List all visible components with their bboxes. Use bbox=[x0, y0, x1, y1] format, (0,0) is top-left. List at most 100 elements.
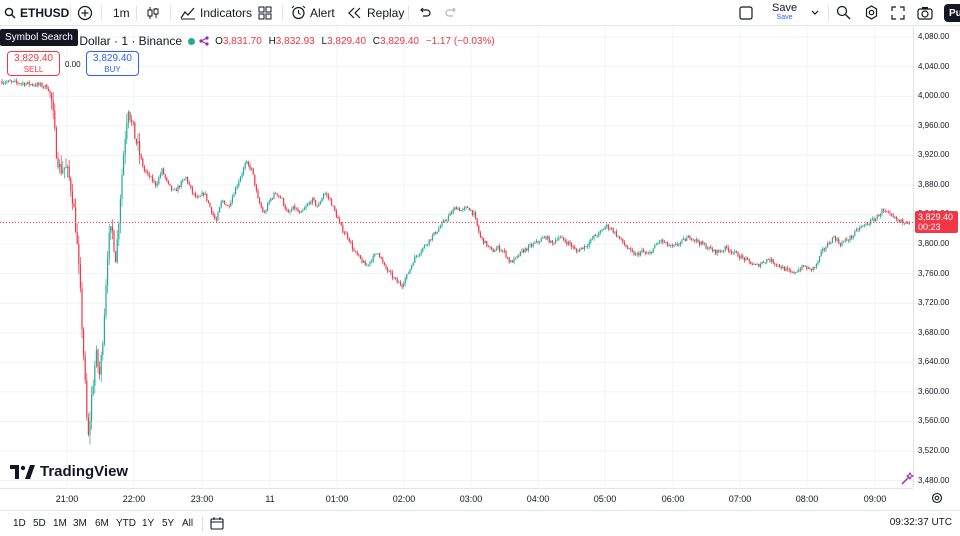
buy-button[interactable]: 3,829.40 BUY bbox=[86, 51, 139, 76]
interval-button[interactable]: 1m bbox=[113, 5, 130, 20]
candle-body bbox=[239, 177, 241, 182]
candle-body bbox=[41, 83, 43, 87]
tradingview-logo[interactable]: TradingView bbox=[10, 463, 128, 480]
time-tick: 02:00 bbox=[392, 494, 416, 504]
snapshot-button[interactable] bbox=[917, 0, 933, 26]
candle-body bbox=[836, 239, 838, 241]
current-price: 3,829.40 bbox=[918, 212, 954, 222]
settings-button[interactable] bbox=[864, 0, 879, 26]
range-button-all[interactable]: All bbox=[182, 518, 194, 529]
range-button-1d[interactable]: 1D bbox=[13, 518, 26, 529]
date-range-calendar-icon[interactable] bbox=[210, 517, 224, 530]
time-axis[interactable]: 21:00 22:00 23:00 11 01:00 02:00 03:00 04:00 05:… bbox=[0, 488, 913, 510]
candle-body bbox=[599, 231, 601, 233]
candle-body bbox=[811, 268, 813, 270]
range-button-5d[interactable]: 5D bbox=[33, 518, 46, 529]
price-chart[interactable] bbox=[0, 26, 913, 488]
candle-body bbox=[902, 219, 904, 224]
candle-body bbox=[169, 183, 171, 186]
magic-wand-icon[interactable] bbox=[899, 471, 915, 487]
share-icon[interactable] bbox=[199, 36, 209, 46]
candle-body bbox=[177, 186, 179, 192]
range-button-1y[interactable]: 1Y bbox=[142, 518, 155, 529]
candle-body bbox=[175, 189, 177, 192]
templates-button[interactable] bbox=[258, 0, 272, 26]
gear-icon[interactable] bbox=[931, 492, 943, 504]
candle-body bbox=[230, 202, 232, 207]
candle-body bbox=[558, 237, 560, 240]
save-menu-button[interactable] bbox=[810, 0, 820, 26]
publish-button[interactable]: Pu bbox=[944, 4, 960, 22]
time-tick: 04:00 bbox=[526, 494, 550, 504]
candle-body bbox=[393, 277, 395, 279]
range-button-5y[interactable]: 5Y bbox=[162, 518, 175, 529]
candle-body bbox=[875, 218, 877, 222]
fullscreen-button[interactable] bbox=[891, 0, 905, 26]
time-tick: 05:00 bbox=[593, 494, 617, 504]
candle-body bbox=[873, 218, 875, 222]
layout-button[interactable] bbox=[739, 0, 753, 26]
candle-body bbox=[876, 215, 878, 219]
range-button-6m[interactable]: 6M bbox=[95, 518, 109, 529]
candle-body bbox=[27, 81, 29, 84]
redo-button[interactable] bbox=[445, 0, 458, 26]
time-tick: 11 bbox=[265, 494, 275, 504]
zoom-search-icon bbox=[836, 5, 851, 20]
candle-body bbox=[423, 245, 425, 248]
price-tick: 3,880.00 bbox=[918, 179, 950, 189]
candle-body bbox=[686, 237, 688, 241]
undo-button[interactable] bbox=[418, 0, 431, 26]
candle-body bbox=[220, 201, 222, 208]
candle-body bbox=[553, 242, 555, 244]
alert-button[interactable]: Alert bbox=[291, 0, 335, 26]
indicators-button[interactable]: Indicators bbox=[180, 0, 252, 26]
chart-type-button[interactable] bbox=[146, 0, 160, 26]
candle-body bbox=[462, 209, 464, 211]
candle-body bbox=[694, 239, 696, 241]
candle-body bbox=[20, 83, 22, 85]
candle-body bbox=[767, 259, 769, 260]
compare-symbol-button[interactable] bbox=[77, 0, 93, 26]
save-button[interactable]: Save Save bbox=[772, 0, 797, 26]
candle-body bbox=[414, 256, 416, 263]
candle-body bbox=[38, 83, 40, 85]
gear-icon bbox=[865, 5, 878, 20]
candle-body bbox=[454, 207, 456, 210]
candle-body bbox=[905, 222, 907, 224]
symbol-search-button[interactable]: ETHUSD bbox=[4, 0, 69, 26]
candle-body bbox=[91, 394, 93, 421]
candle-body bbox=[415, 256, 417, 257]
candle-body bbox=[721, 250, 723, 253]
time-tick: 03:00 bbox=[459, 494, 483, 504]
price-scale[interactable]: 4,080.00 4,040.00 4,000.00 3,960.00 3,920.00… bbox=[913, 26, 960, 488]
divider bbox=[828, 5, 829, 21]
candle-body bbox=[412, 262, 414, 266]
candle-body bbox=[238, 181, 240, 186]
candle-body bbox=[574, 247, 576, 250]
candle-body bbox=[147, 171, 149, 173]
range-button-3m[interactable]: 3M bbox=[73, 518, 87, 529]
candle-body bbox=[187, 177, 189, 183]
candle-body bbox=[835, 236, 837, 241]
quick-search-button[interactable] bbox=[836, 0, 851, 26]
candle-body bbox=[286, 208, 288, 211]
candle-body bbox=[377, 253, 379, 255]
sell-button[interactable]: 3,829.40 SELL bbox=[7, 51, 60, 76]
candle-body bbox=[894, 216, 896, 218]
candle-body bbox=[745, 257, 747, 261]
candle-body bbox=[305, 206, 307, 209]
candle-body bbox=[303, 208, 305, 211]
candle-body bbox=[817, 261, 819, 264]
range-button-ytd[interactable]: YTD bbox=[116, 518, 136, 529]
candle-body bbox=[70, 178, 72, 192]
replay-button[interactable]: Replay bbox=[348, 0, 404, 26]
candle-body bbox=[734, 251, 736, 253]
candle-body bbox=[156, 183, 158, 186]
candle-body bbox=[387, 268, 389, 272]
candle-body bbox=[174, 189, 176, 191]
candle-body bbox=[155, 181, 157, 186]
candle-body bbox=[547, 236, 549, 239]
range-button-1m[interactable]: 1M bbox=[53, 518, 67, 529]
utc-clock[interactable]: 09:32:37 UTC bbox=[889, 517, 952, 528]
bottom-toolbar: 09:32:37 UTC 1D 5D 1M 3M 6M YTD 1Y 5Y All bbox=[0, 510, 960, 536]
